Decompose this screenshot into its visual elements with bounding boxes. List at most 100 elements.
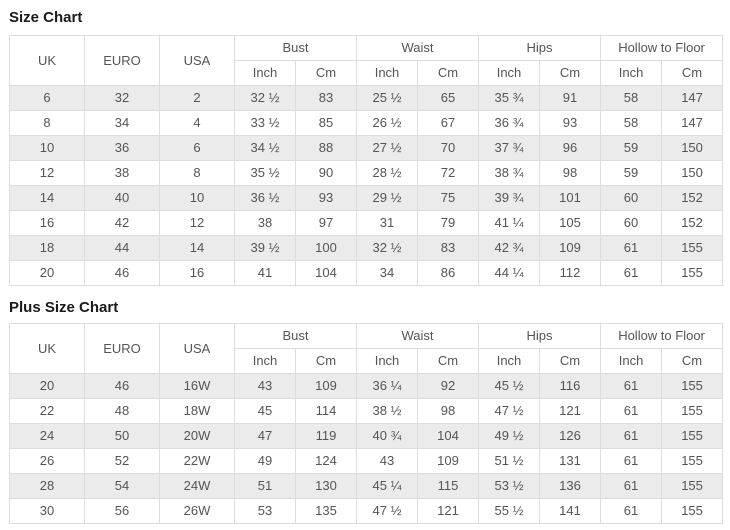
header-euro: EURO <box>84 323 160 374</box>
table-cell: 25 ½ <box>356 85 419 111</box>
table-cell: 124 <box>294 448 358 474</box>
table-cell: 61 <box>600 373 663 399</box>
header-group-bust: Bust <box>233 35 358 61</box>
table-cell: 24 <box>9 423 85 449</box>
table-cell: 16W <box>159 373 235 399</box>
table-cell: 46 <box>84 260 160 286</box>
table-cell: 38 <box>84 160 160 186</box>
table-row: 28 54 24W 51 130 45 ¼ 115 53 ½ 136 61 155 <box>9 473 724 499</box>
table-cell: 55 ½ <box>478 498 541 524</box>
header-sub-inch: Inch <box>356 348 419 374</box>
table-cell: 39 ¾ <box>478 185 541 211</box>
table-cell: 61 <box>600 235 663 261</box>
table-cell: 155 <box>661 473 724 499</box>
table-cell: 45 <box>234 398 296 424</box>
table-cell: 34 ½ <box>234 135 296 161</box>
table-cell: 93 <box>539 110 602 136</box>
table-cell: 155 <box>661 260 724 286</box>
table-cell: 147 <box>661 85 724 111</box>
table-cell: 72 <box>417 160 480 186</box>
table-cell: 34 <box>356 260 419 286</box>
size-chart-title: Size Chart <box>9 9 83 26</box>
table-cell: 121 <box>417 498 480 524</box>
table-cell: 86 <box>417 260 480 286</box>
table-cell: 32 ½ <box>234 85 296 111</box>
table-cell: 70 <box>417 135 480 161</box>
table-row: 8 34 4 33 ½ 85 26 ½ 67 36 ¾ 93 58 147 <box>9 110 724 136</box>
table-cell: 75 <box>417 185 480 211</box>
table-cell: 32 <box>84 85 160 111</box>
header-group-waist: Waist <box>356 323 480 349</box>
table-row: 10 36 6 34 ½ 88 27 ½ 70 37 ¾ 96 59 150 <box>9 135 724 161</box>
table-cell: 41 ¼ <box>478 210 541 236</box>
table-cell: 61 <box>600 498 663 524</box>
table-cell: 92 <box>417 373 480 399</box>
header-sub-inch: Inch <box>234 60 296 86</box>
table-row: 30 56 26W 53 135 47 ½ 121 55 ½ 141 61 155 <box>9 498 724 524</box>
table-row: 14 40 10 36 ½ 93 29 ½ 75 39 ¾ 101 60 152 <box>9 185 724 211</box>
table-cell: 150 <box>661 160 724 186</box>
table-row: 6 32 2 32 ½ 83 25 ½ 65 35 ¾ 91 58 147 <box>9 85 724 111</box>
table-cell: 26 <box>9 448 85 474</box>
table-cell: 67 <box>417 110 480 136</box>
table-row: 12 38 8 35 ½ 90 28 ½ 72 38 ¾ 98 59 150 <box>9 160 724 186</box>
table-cell: 46 <box>84 373 160 399</box>
table-cell: 116 <box>539 373 602 399</box>
header-group-bust: Bust <box>233 323 358 349</box>
header-sub-inch: Inch <box>356 60 419 86</box>
table-cell: 2 <box>159 85 235 111</box>
table-cell: 52 <box>84 448 160 474</box>
table-row: 26 52 22W 49 124 43 109 51 ½ 131 61 155 <box>9 448 724 474</box>
table-cell: 150 <box>661 135 724 161</box>
table-cell: 14 <box>159 235 235 261</box>
table-row: 18 44 14 39 ½ 100 32 ½ 83 42 ¾ 109 61 155 <box>9 235 724 261</box>
table-cell: 31 <box>356 210 419 236</box>
table-cell: 83 <box>294 85 358 111</box>
header-euro: EURO <box>84 35 160 86</box>
header-sub-cm: Cm <box>661 348 724 374</box>
header-group-hips: Hips <box>478 35 602 61</box>
table-cell: 43 <box>356 448 419 474</box>
table-cell: 104 <box>417 423 480 449</box>
table-row: 20 46 16 41 104 34 86 44 ¼ 112 61 155 <box>9 260 724 286</box>
table-cell: 45 ¼ <box>356 473 419 499</box>
table-cell: 4 <box>159 110 235 136</box>
header-sub-cm: Cm <box>417 60 480 86</box>
table-cell: 61 <box>600 473 663 499</box>
table-cell: 26W <box>159 498 235 524</box>
table-cell: 98 <box>539 160 602 186</box>
table-cell: 24W <box>159 473 235 499</box>
table-cell: 101 <box>539 185 602 211</box>
table-cell: 152 <box>661 210 724 236</box>
header-usa: USA <box>159 323 235 374</box>
table-cell: 136 <box>539 473 602 499</box>
table-cell: 53 <box>234 498 296 524</box>
table-cell: 39 ½ <box>234 235 296 261</box>
table-cell: 155 <box>661 235 724 261</box>
table-cell: 38 <box>234 210 296 236</box>
table-cell: 61 <box>600 448 663 474</box>
table-cell: 28 <box>9 473 85 499</box>
header-sub-cm: Cm <box>294 60 358 86</box>
table-cell: 14 <box>9 185 85 211</box>
header-group-hollow-to-floor: Hollow to Floor <box>600 323 724 349</box>
table-cell: 54 <box>84 473 160 499</box>
table-cell: 37 ¾ <box>478 135 541 161</box>
table-cell: 147 <box>661 110 724 136</box>
table-cell: 34 <box>84 110 160 136</box>
table-cell: 51 ½ <box>478 448 541 474</box>
table-cell: 100 <box>294 235 358 261</box>
table-cell: 40 ¾ <box>356 423 419 449</box>
table-cell: 109 <box>417 448 480 474</box>
header-sub-inch: Inch <box>478 348 541 374</box>
table-cell: 59 <box>600 160 663 186</box>
table-cell: 48 <box>84 398 160 424</box>
header-sub-cm: Cm <box>539 60 602 86</box>
table-cell: 60 <box>600 210 663 236</box>
table-cell: 8 <box>9 110 85 136</box>
header-sub-cm: Cm <box>417 348 480 374</box>
table-cell: 85 <box>294 110 358 136</box>
table-cell: 97 <box>294 210 358 236</box>
table-cell: 29 ½ <box>356 185 419 211</box>
